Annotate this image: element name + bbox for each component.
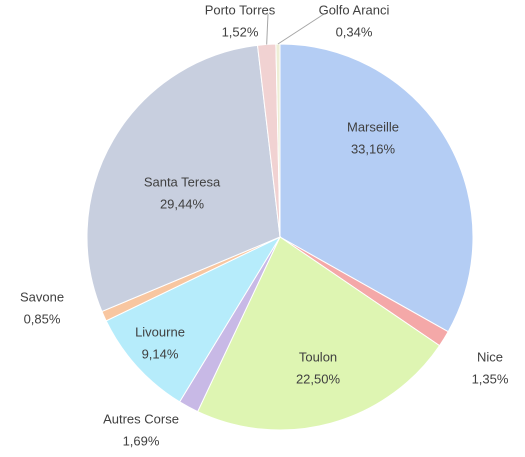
pie-slice [105,235,282,403]
slice-label: Porto Torres [205,2,276,17]
slice-label: Golfo Aranci [319,2,390,17]
leader-line [277,13,325,45]
slice-value-label: 29,44% [160,196,205,211]
slice-value-label: 9,14% [142,346,179,361]
slice-value-label: 22,50% [296,371,341,386]
pie-slice [279,43,474,333]
slice-value-label: 0,85% [24,311,61,326]
slice-value-label: 1,35% [472,371,509,386]
slice-label: Santa Teresa [144,174,221,189]
slice-value-label: 33,16% [351,141,396,156]
slice-value-label: 0,34% [336,24,373,39]
slice-label: Savone [20,289,64,304]
pie-slice [86,44,281,313]
pie-slice [196,236,441,431]
leader-line [266,13,269,45]
slice-value-label: 1,52% [222,24,259,39]
slice-label: Autres Corse [103,411,179,426]
slice-label: Livourne [135,324,185,339]
slice-label: Toulon [299,349,337,364]
slice-label: Nice [477,349,503,364]
slice-value-label: 1,69% [123,433,160,448]
slice-label: Marseille [347,119,399,134]
